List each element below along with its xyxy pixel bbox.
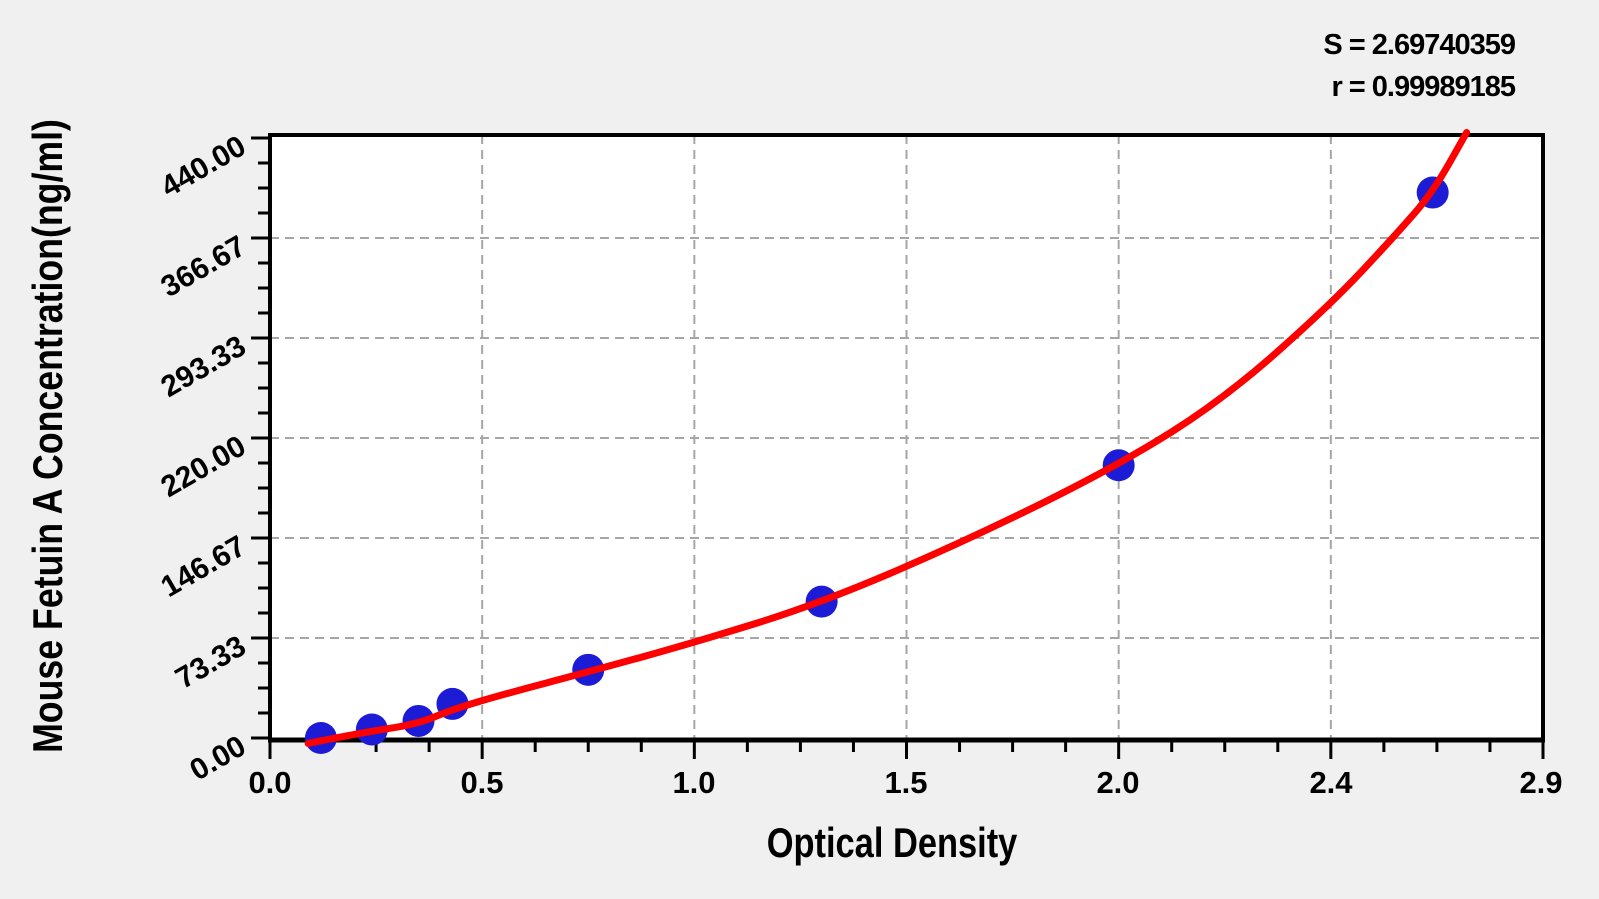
y-tick-label: 366.67 xyxy=(156,229,252,303)
x-tick-label: 2.0 xyxy=(1096,765,1139,800)
x-tick-label: 1.5 xyxy=(884,765,927,800)
y-tick-label: 440.00 xyxy=(156,129,252,203)
x-tick-label: 2.4 xyxy=(1309,765,1353,800)
y-tick-label: 0.00 xyxy=(184,729,251,787)
x-tick-label: 0.0 xyxy=(248,765,291,800)
x-tick-label: 0.5 xyxy=(460,765,503,800)
fit-curve xyxy=(304,129,1471,747)
x-tick-label: 2.9 xyxy=(1519,765,1562,800)
y-tick-label: 146.67 xyxy=(156,529,252,603)
s-value-label: S = 2.69740359 xyxy=(1323,29,1516,61)
stats-annotation: S = 2.69740359 r = 0.99989185 xyxy=(1323,24,1516,108)
x-axis-title: Optical Density xyxy=(767,820,1018,867)
y-tick-label: 73.33 xyxy=(170,629,252,695)
r-value-label: r = 0.99989185 xyxy=(1331,71,1516,103)
y-tick-label: 293.33 xyxy=(156,329,252,403)
y-axis-title: Mouse Fetuin A Concentration(ng/ml) xyxy=(25,119,71,753)
y-tick-label: 220.00 xyxy=(156,429,252,503)
x-tick-label: 1.0 xyxy=(672,765,715,800)
